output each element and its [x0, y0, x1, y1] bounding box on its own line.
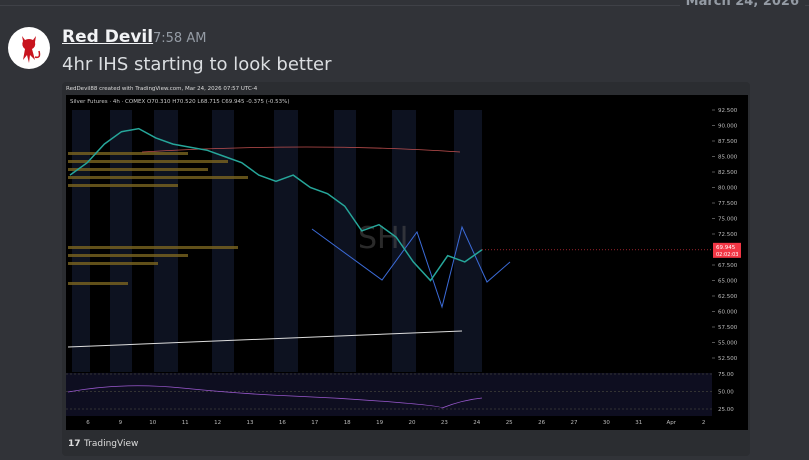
date-text: March 24, 2026: [679, 0, 805, 9]
chart-legend: Silver Futures · 4h · COMEX O70.310 H70.…: [70, 99, 290, 105]
brand-name: TradingView: [83, 439, 138, 449]
date-tick-label: 12: [214, 420, 221, 426]
date-tick-label: 20: [409, 420, 416, 426]
date-tick-label: 10: [149, 420, 156, 426]
date-divider: March 24, 2026: [0, 0, 809, 16]
price-tick-label: 77.500: [718, 201, 738, 207]
last-price-tag: [713, 242, 741, 258]
chart-header: RedDevil88 created with TradingView.com,…: [66, 86, 258, 92]
price-tick-label: 72.500: [718, 232, 738, 238]
date-tick-label: 11: [182, 420, 189, 426]
rsi-line: [67, 385, 483, 409]
last-price-label: 69.945: [716, 245, 736, 251]
price-tick-label: 80.000: [718, 186, 738, 192]
date-tick-label: 18: [344, 420, 351, 426]
image-embed[interactable]: RedDevil88 created with TradingView.com,…: [62, 82, 750, 456]
watermark: SHI: [358, 221, 408, 256]
price-tick-label: 52.500: [718, 356, 738, 362]
price-tick-label: 90.000: [718, 124, 738, 130]
author-name[interactable]: Red Devil: [62, 27, 154, 47]
date-tick-label: 27: [571, 420, 578, 426]
price-tick-label: 75.000: [718, 217, 738, 223]
price-tick-label: 62.500: [718, 294, 738, 300]
date-tick-label: 2: [702, 420, 706, 426]
chart-image: RedDevil88 created with TradingView.com,…: [66, 86, 748, 449]
date-tick-label: 16: [279, 420, 286, 426]
date-tick-label: Apr: [666, 420, 676, 426]
avatar[interactable]: [8, 27, 50, 69]
price-line: [69, 127, 483, 282]
price-tick-label: 87.500: [718, 139, 738, 145]
date-tick-label: 26: [538, 420, 545, 426]
date-tick-label: 31: [635, 420, 642, 426]
timestamp: 7:58 AM: [153, 31, 207, 46]
price-tick-label: 55.000: [718, 341, 738, 347]
message-content: 4hr IHS starting to look better: [62, 54, 332, 75]
price-tick-label: 60.000: [718, 310, 738, 316]
rsi-tick-label: 50.00: [718, 390, 734, 396]
countdown-label: 02:02:03: [716, 252, 738, 258]
date-tick-label: 6: [86, 420, 90, 426]
date-tick-label: 25: [506, 420, 513, 426]
rsi-tick-label: 75.00: [718, 372, 734, 378]
date-tick-label: 9: [119, 420, 123, 426]
price-tick-label: 92.500: [718, 108, 738, 114]
date-tick-label: 24: [473, 420, 480, 426]
date-tick-label: 23: [441, 420, 448, 426]
date-tick-label: 17: [311, 420, 318, 426]
date-tick-label: 19: [376, 420, 383, 426]
price-tick-label: 57.500: [718, 325, 738, 331]
rsi-tick-label: 25.00: [718, 407, 734, 413]
price-tick-label: 67.500: [718, 263, 738, 269]
price-tick-label: 85.000: [718, 155, 738, 161]
date-tick-label: 13: [247, 420, 254, 426]
price-tick-label: 82.500: [718, 170, 738, 176]
price-tick-label: 65.000: [718, 279, 738, 285]
date-tick-label: 30: [603, 420, 610, 426]
brand-logo: 17: [68, 439, 81, 449]
